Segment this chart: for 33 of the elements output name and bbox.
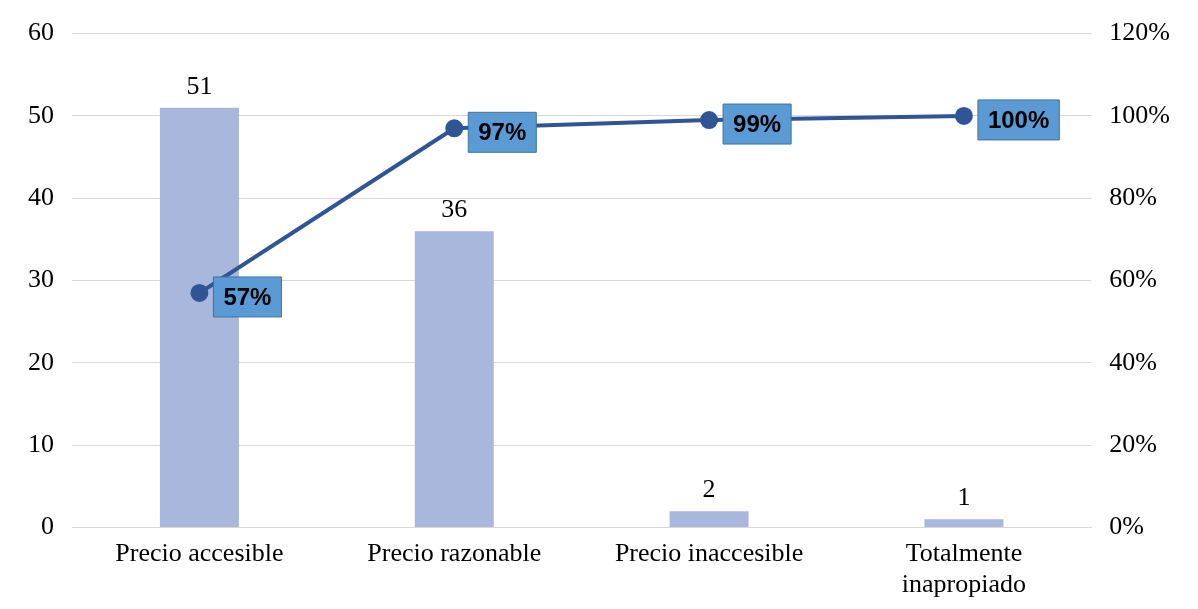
point <box>700 111 719 130</box>
point <box>954 106 973 125</box>
data-label: 36 <box>441 194 468 224</box>
bar <box>924 519 1004 528</box>
data-label: 2 <box>702 473 716 503</box>
y2-tick-label: 40% <box>1109 346 1158 376</box>
y2-tick-label: 0% <box>1109 511 1145 541</box>
x-tick-label: Precio inaccesible <box>614 538 804 568</box>
y2-tick-label: 60% <box>1109 264 1158 294</box>
y-tick-label: 30 <box>28 264 54 294</box>
point <box>445 119 464 138</box>
bar <box>414 231 494 528</box>
data-label: 99% <box>733 109 782 137</box>
data-label: 97% <box>478 117 527 145</box>
point <box>190 283 209 302</box>
y-tick-label: 40 <box>28 182 54 212</box>
y2-tick-label: 80% <box>1109 182 1158 212</box>
x-tick-label: Precio razonable <box>367 538 542 568</box>
y2-tick-label: 20% <box>1109 429 1158 459</box>
x-tick-label: Precio accesible <box>115 538 284 568</box>
y-tick-label: 60 <box>28 17 54 47</box>
y-tick-label: 0 <box>41 511 54 541</box>
x-tick-label: Totalmente inapropiado <box>901 538 1027 599</box>
data-label: 1 <box>957 482 971 512</box>
y-tick-label: 20 <box>28 346 54 376</box>
data-label: 100% <box>987 105 1050 133</box>
data-label: 57% <box>223 282 272 310</box>
y2-tick-label: 120% <box>1109 17 1171 47</box>
y-tick-label: 50 <box>28 99 54 129</box>
bar <box>669 511 749 528</box>
y2-tick-label: 100% <box>1109 99 1171 129</box>
data-label: 51 <box>186 70 213 100</box>
y-tick-label: 10 <box>28 429 54 459</box>
